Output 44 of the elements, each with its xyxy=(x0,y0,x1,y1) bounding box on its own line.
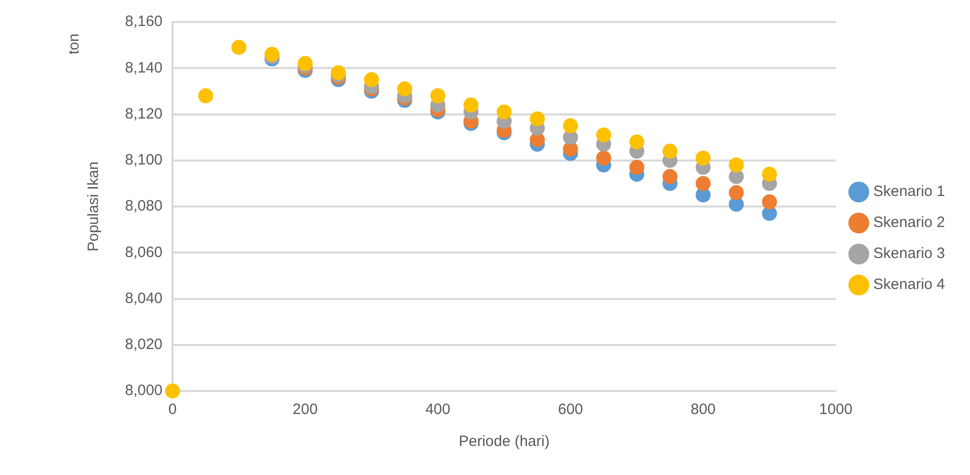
y-tick-label: 8,060 xyxy=(124,244,163,261)
point xyxy=(696,150,711,166)
y-axis-title: Populasi Ikan xyxy=(85,161,102,252)
text: ton xyxy=(66,34,83,54)
x-tick-label: 200 xyxy=(292,401,318,418)
x-tick-label: 0 xyxy=(168,401,177,418)
x-tick-label: 400 xyxy=(425,401,450,418)
x-axis-title: Periode (hari) xyxy=(458,433,550,450)
point xyxy=(662,144,678,159)
legend-label: Skenario 3 xyxy=(873,245,946,262)
point xyxy=(696,176,711,191)
x-tick-label: 600 xyxy=(558,401,584,418)
y-tick-label: 8,020 xyxy=(124,336,163,354)
point xyxy=(629,160,644,175)
y-tick-label: 8,160 xyxy=(124,13,163,30)
point xyxy=(762,194,777,210)
y-tick-label: 8,080 xyxy=(124,198,163,215)
point xyxy=(464,98,478,113)
point xyxy=(728,185,744,200)
point xyxy=(530,111,545,126)
x-tick-label: 800 xyxy=(690,401,716,418)
point xyxy=(397,81,412,96)
y-tick-label: 8,000 xyxy=(124,382,163,400)
y-tick-label: 8,120 xyxy=(124,105,163,122)
point xyxy=(364,72,380,88)
point xyxy=(762,166,777,182)
legend-label: Skenario 2 xyxy=(873,214,946,232)
y-tick-label: 8,040 xyxy=(124,290,163,307)
legend-label: Skenario 4 xyxy=(873,276,946,294)
point xyxy=(596,150,612,166)
y-tick-label: 8,140 xyxy=(124,59,163,76)
point xyxy=(629,134,644,150)
x-tick-label: 1000 xyxy=(819,401,852,418)
y-tick-label: 8,100 xyxy=(124,152,163,169)
point xyxy=(231,40,246,55)
point xyxy=(198,88,214,104)
point xyxy=(165,384,180,398)
point xyxy=(430,88,446,104)
point xyxy=(662,169,678,184)
point xyxy=(596,128,612,143)
point xyxy=(496,104,512,120)
legend-label: Skenario 1 xyxy=(873,183,946,200)
point xyxy=(562,118,578,134)
point xyxy=(728,157,744,172)
